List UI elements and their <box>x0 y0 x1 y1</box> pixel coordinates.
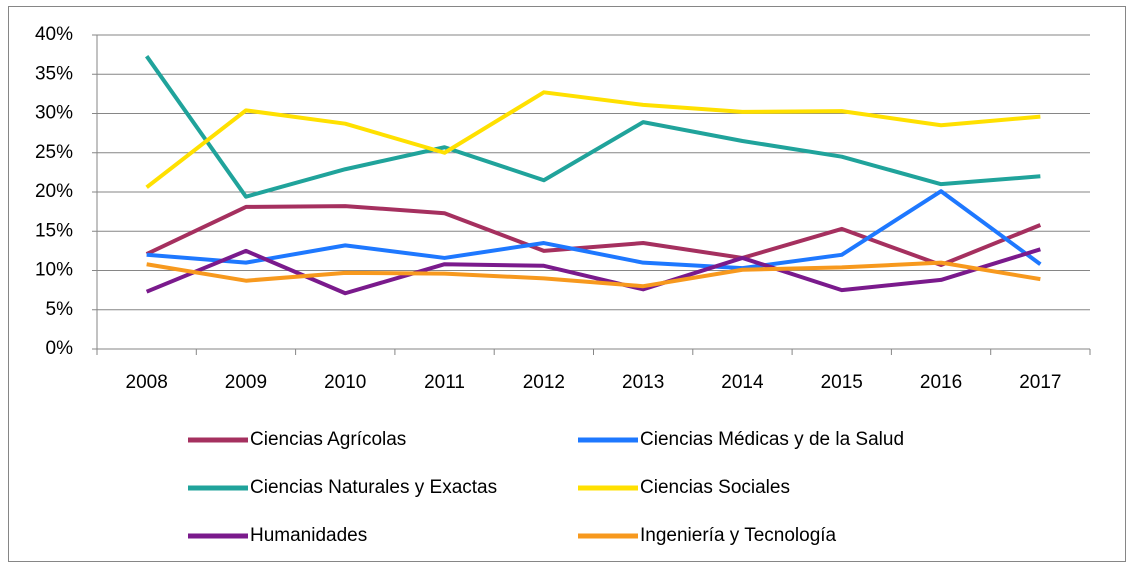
series-line <box>146 189 1042 271</box>
legend-label: Humanidades <box>250 525 367 546</box>
x-tick-label: 2008 <box>126 372 168 393</box>
y-tick-label: 35% <box>35 63 73 84</box>
x-tick-label: 2017 <box>1019 372 1061 393</box>
y-tick-label: 25% <box>35 142 73 163</box>
chart-frame <box>8 6 1126 562</box>
series-line <box>146 260 1041 289</box>
x-tick-label: 2013 <box>622 372 664 393</box>
series-line <box>145 90 1041 189</box>
y-tick-label: 20% <box>35 181 73 202</box>
x-tick-label: 2016 <box>920 372 962 393</box>
series-line <box>145 204 1042 268</box>
series-line <box>145 55 1041 199</box>
legend-label: Ciencias Médicas y de la Salud <box>640 429 904 450</box>
legend-label: Ciencias Agrícolas <box>250 429 406 450</box>
y-tick-label: 30% <box>35 103 73 124</box>
x-tick-label: 2009 <box>225 372 267 393</box>
y-tick-label: 5% <box>46 299 74 320</box>
x-tick-label: 2011 <box>424 372 465 393</box>
legend-label: Ingeniería y Tecnología <box>640 525 837 546</box>
y-tick-label: 15% <box>35 220 73 241</box>
legend-label: Ciencias Sociales <box>640 477 790 498</box>
x-tick-label: 2010 <box>324 372 366 393</box>
x-tick-label: 2014 <box>721 372 764 393</box>
y-tick-label: 0% <box>46 338 74 359</box>
legend-label: Ciencias Naturales y Exactas <box>250 477 497 498</box>
series-line <box>145 247 1041 296</box>
x-tick-label: 2012 <box>523 372 565 393</box>
y-tick-label: 10% <box>35 260 73 281</box>
y-tick-label: 40% <box>35 24 73 45</box>
x-tick-label: 2015 <box>821 372 863 393</box>
